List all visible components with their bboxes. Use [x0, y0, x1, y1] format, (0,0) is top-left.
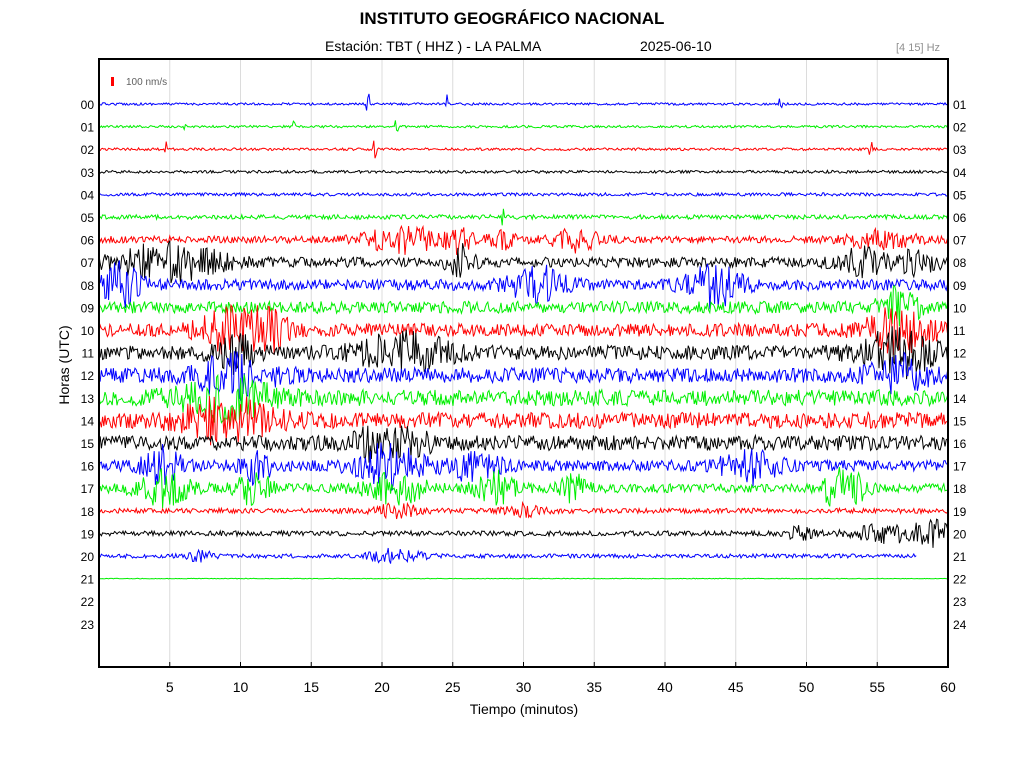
- hour-label-left: 16: [81, 460, 95, 474]
- x-axis-ticks: 5 10 15 20 25 30 35 40 45 50 55 60: [166, 662, 956, 695]
- hour-label-right: 23: [953, 595, 967, 609]
- hour-label-left: 13: [81, 392, 95, 406]
- hour-label-right: 11: [953, 324, 966, 338]
- hour-label-left: 05: [81, 211, 95, 225]
- hour-label-left: 01: [81, 121, 95, 135]
- hour-label-right: 01: [953, 98, 967, 112]
- hour-label-right: 12: [953, 347, 967, 361]
- hour-label-right: 05: [953, 188, 967, 202]
- trace-hour-14: [98, 395, 948, 446]
- hour-label-right: 22: [953, 573, 967, 587]
- x-tick-label: 35: [586, 679, 602, 695]
- trace-group: [98, 93, 948, 580]
- x-tick-label: 55: [869, 679, 885, 695]
- x-tick-label: 50: [799, 679, 815, 695]
- x-tick-label: 45: [728, 679, 744, 695]
- hour-label-left: 11: [82, 347, 95, 361]
- x-tick-label: 30: [516, 679, 532, 695]
- hour-label-left: 22: [81, 595, 95, 609]
- hour-label-left: 23: [81, 618, 95, 632]
- x-axis-label: Tiempo (minutos): [469, 701, 579, 717]
- trace-hour-09: [98, 284, 948, 327]
- hour-label-left: 19: [81, 527, 95, 541]
- trace-hour-21: [98, 577, 948, 580]
- scale-label: 100 nm/s: [126, 77, 167, 88]
- hour-label-left: 17: [81, 482, 95, 496]
- hour-labels-right: 01 02 03 04 05 06 07 08 09 10 11 12 13 14 15 16 17 18 19 20…: [953, 98, 967, 632]
- hour-label-right: 13: [953, 369, 967, 383]
- hour-label-right: 15: [953, 414, 967, 428]
- hour-label-right: 21: [953, 550, 967, 564]
- hour-label-right: 08: [953, 256, 967, 270]
- date-label: 2025-06-10: [640, 38, 712, 54]
- hour-label-left: 14: [81, 414, 95, 428]
- x-tick-label: 60: [940, 679, 956, 695]
- trace-hour-05: [98, 208, 948, 226]
- plot-frame: [98, 58, 949, 668]
- hour-label-right: 16: [953, 437, 967, 451]
- hour-label-right: 24: [953, 618, 967, 632]
- x-tick-label: 10: [233, 679, 249, 695]
- hour-label-left: 20: [81, 550, 95, 564]
- chart-title: INSTITUTO GEOGRÁFICO NACIONAL: [359, 9, 665, 28]
- trace-hour-01: [98, 120, 948, 132]
- hour-label-left: 12: [81, 369, 95, 383]
- scale-bar: [111, 77, 114, 86]
- x-tick-label: 25: [445, 679, 461, 695]
- hour-label-left: 10: [81, 324, 95, 338]
- hour-label-right: 14: [953, 392, 967, 406]
- trace-hour-06: [98, 224, 948, 256]
- hour-label-left: 21: [81, 573, 95, 587]
- trace-hour-17: [98, 466, 948, 509]
- filter-label: [4 15] Hz: [896, 42, 941, 54]
- hour-label-left: 04: [81, 188, 95, 202]
- hour-label-left: 15: [81, 437, 95, 451]
- hour-label-left: 02: [81, 143, 95, 157]
- trace-hour-11: [98, 326, 948, 380]
- x-tick-label: 20: [374, 679, 390, 695]
- hour-labels-left: 00 01 02 03 04 05 06 07 08 09 10 11 12 13 14 15 16 17 18 19…: [81, 98, 95, 632]
- hour-label-right: 10: [953, 301, 967, 315]
- hour-label-left: 07: [81, 256, 95, 270]
- trace-hour-18: [98, 500, 948, 520]
- trace-hour-02: [98, 140, 948, 159]
- trace-hour-04: [98, 191, 948, 198]
- y-axis-label: Horas (UTC): [56, 325, 72, 405]
- trace-hour-15: [98, 425, 948, 463]
- hour-label-right: 04: [953, 166, 967, 180]
- hour-label-right: 02: [953, 121, 967, 135]
- hour-label-right: 09: [953, 279, 967, 293]
- hour-label-right: 17: [953, 460, 967, 474]
- trace-hour-08: [98, 260, 948, 310]
- trace-hour-19: [98, 518, 948, 548]
- trace-hour-07: [98, 240, 948, 285]
- trace-hour-03: [98, 169, 948, 175]
- x-tick-label: 40: [657, 679, 673, 695]
- hour-label-right: 19: [953, 505, 967, 519]
- hour-label-right: 18: [953, 482, 967, 496]
- hour-label-right: 07: [953, 234, 967, 248]
- trace-hour-16: [98, 442, 948, 491]
- hour-label-left: 06: [81, 234, 95, 248]
- hour-label-right: 06: [953, 211, 967, 225]
- trace-hour-12: [98, 351, 948, 402]
- hour-label-left: 08: [81, 279, 95, 293]
- grid-lines: [169, 59, 878, 667]
- hour-label-left: 18: [81, 505, 95, 519]
- hour-label-left: 03: [81, 166, 95, 180]
- x-tick-label: 5: [166, 679, 174, 695]
- hour-label-right: 03: [953, 143, 967, 157]
- hour-label-right: 20: [953, 527, 967, 541]
- hour-label-left: 09: [81, 301, 95, 315]
- x-tick-label: 15: [303, 679, 319, 695]
- trace-hour-00: [98, 93, 948, 111]
- hour-label-left: 00: [81, 98, 95, 112]
- station-label: Estación: TBT ( HHZ ) - LA PALMA: [325, 38, 542, 54]
- trace-hour-20: [98, 547, 917, 564]
